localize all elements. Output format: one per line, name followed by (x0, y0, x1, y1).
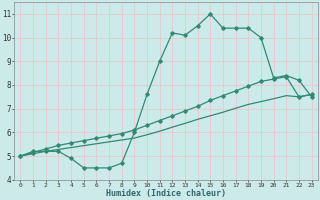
X-axis label: Humidex (Indice chaleur): Humidex (Indice chaleur) (106, 189, 226, 198)
